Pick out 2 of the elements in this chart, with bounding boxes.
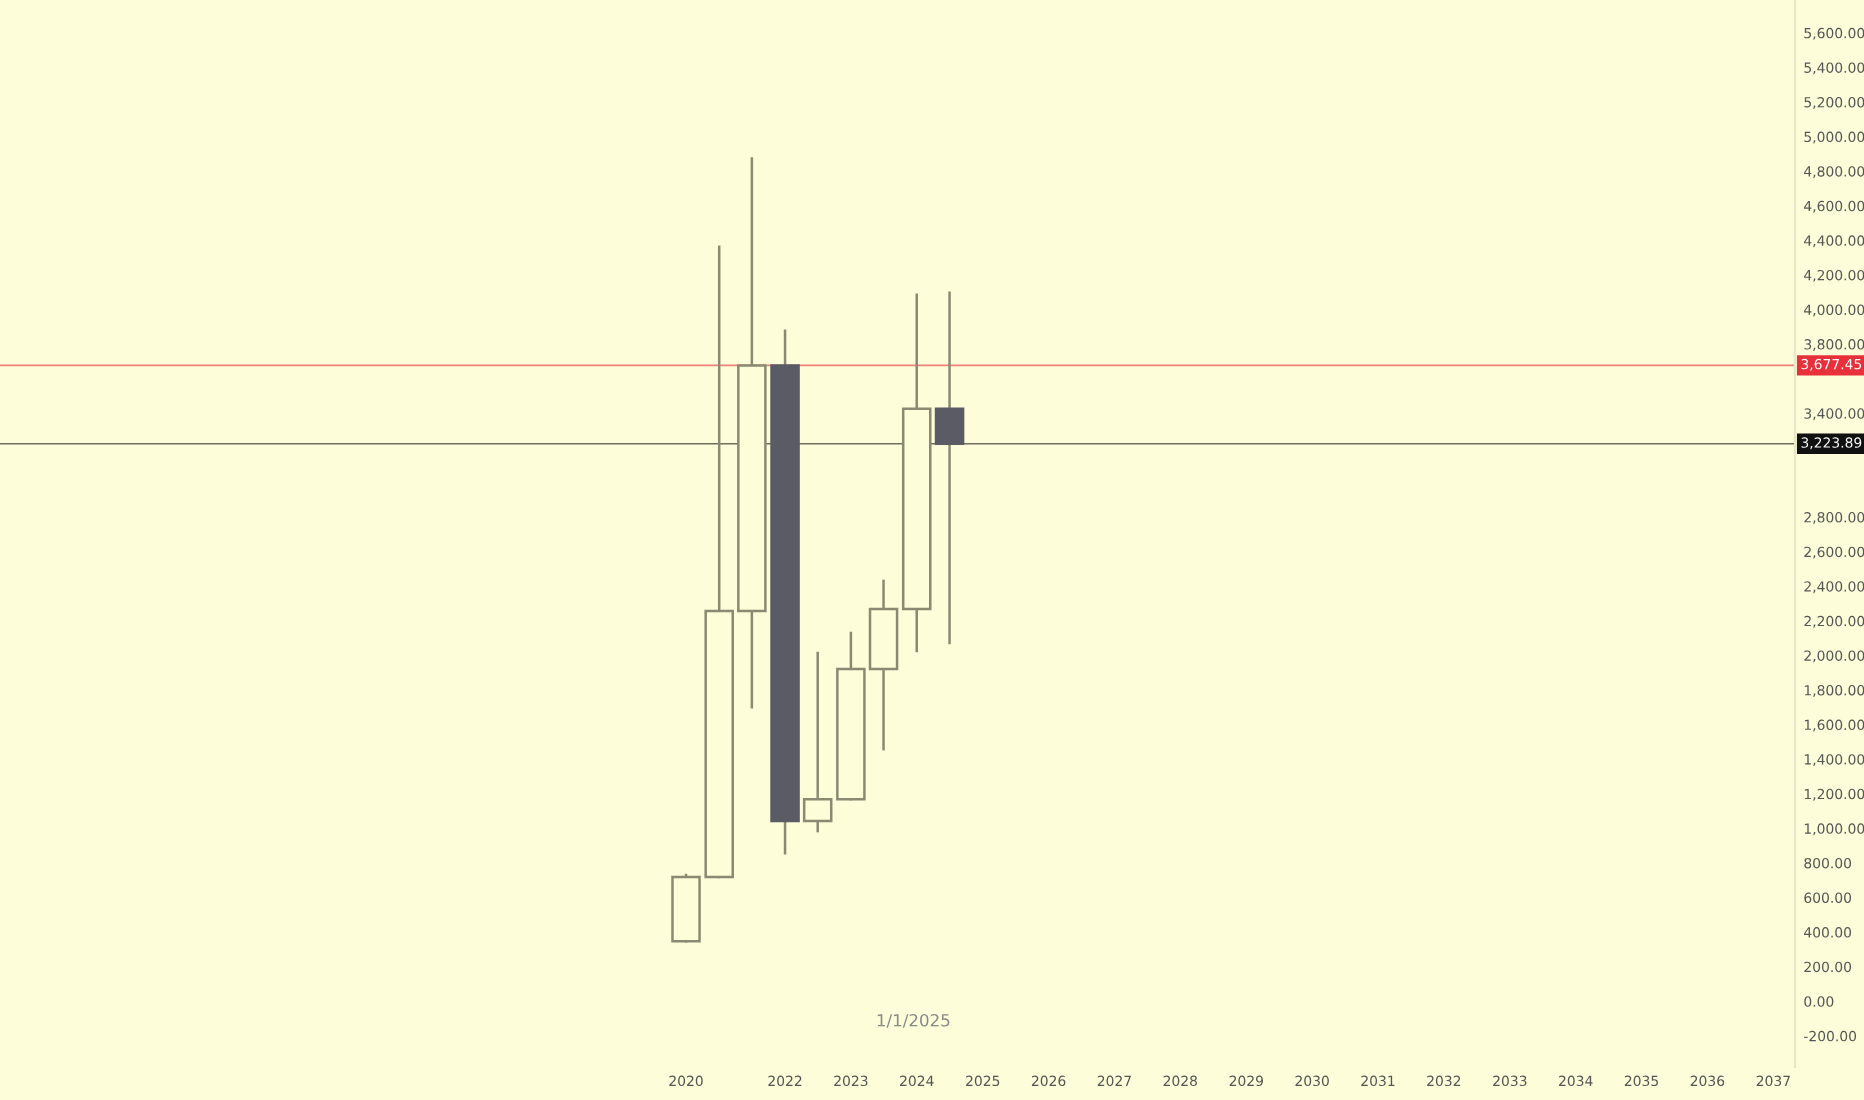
candlestick: [802, 651, 833, 833]
annotation: 1/1/2025: [877, 1013, 950, 1028]
